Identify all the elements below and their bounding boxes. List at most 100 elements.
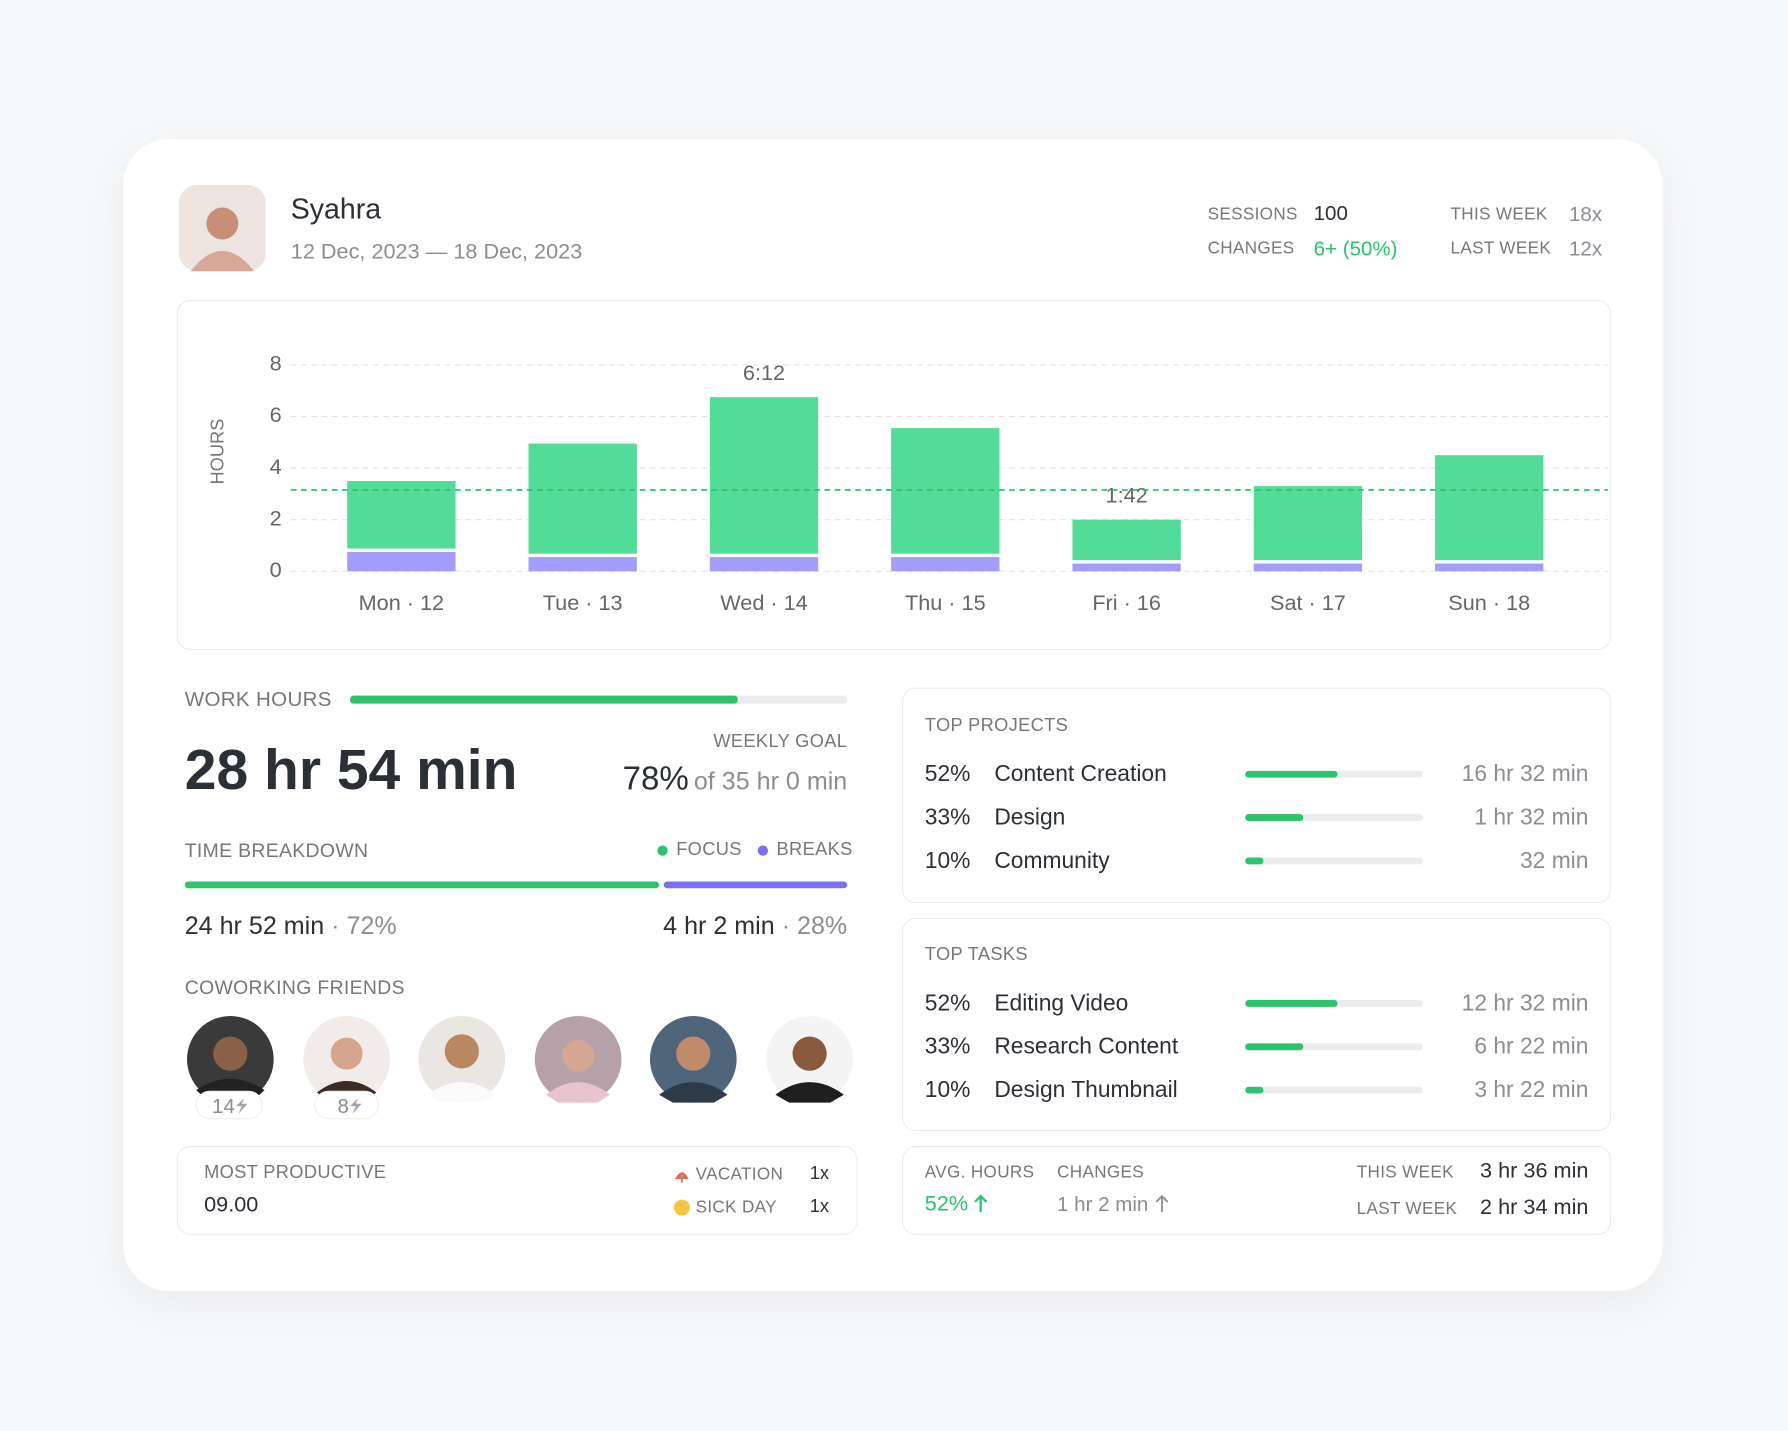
legend-dot	[657, 845, 668, 856]
profile-name: Syahra	[290, 193, 382, 226]
stat-label: LAST WEEK	[1450, 238, 1552, 259]
bar-label: 6:12	[743, 360, 785, 385]
goal-percent: 78%	[622, 761, 689, 798]
legend-label: BREAKS	[776, 840, 853, 860]
bar-segment	[1072, 519, 1181, 561]
goal-label: WEEKLY GOAL	[713, 732, 848, 752]
item-percent: 10%	[924, 1077, 971, 1103]
productivity-box	[176, 1146, 858, 1235]
stat-label: CHANGES	[1207, 238, 1295, 259]
profile-avatar	[179, 184, 266, 272]
total-hours: 28 hr 54 min	[184, 737, 518, 802]
item-name: Research Content	[994, 1034, 1179, 1060]
item-percent: 52%	[924, 761, 971, 787]
bar-segment	[1435, 563, 1544, 572]
item-name: Editing Video	[994, 990, 1129, 1017]
item-time: 32 min	[1519, 848, 1589, 874]
breaks-percent: · 28%	[781, 911, 848, 940]
x-tick-label: Wed · 14	[720, 590, 807, 615]
y-tick-label: 2	[270, 505, 282, 530]
item-time: 1 hr 32 min	[1474, 805, 1589, 831]
tasks-box	[901, 917, 1612, 1132]
y-tick-label: 4	[270, 454, 282, 479]
breaks-summary: 4 hr 2 min · 28%	[663, 913, 847, 938]
focus-time: 24 hr 52 min	[184, 911, 325, 940]
item-bar	[1245, 1086, 1263, 1094]
status-value: 1x	[809, 1164, 829, 1184]
status-label: VACATION	[695, 1164, 784, 1185]
y-tick-label: 0	[270, 557, 282, 582]
changes-label: CHANGES	[1057, 1162, 1145, 1182]
x-tick-label: Tue · 13	[543, 590, 623, 615]
item-percent: 33%	[924, 805, 971, 831]
breaks-time: 4 hr 2 min	[663, 911, 775, 940]
x-tick-label: Mon · 12	[359, 590, 444, 615]
item-name: Content Creation	[994, 761, 1167, 787]
item-time: 16 hr 32 min	[1461, 761, 1589, 787]
breakdown-bar	[184, 881, 848, 889]
item-time: 12 hr 32 min	[1461, 990, 1589, 1017]
friend-badge: 14	[212, 1094, 235, 1118]
progress-track	[350, 695, 848, 704]
item-bar	[1245, 1043, 1304, 1051]
friend-badge: 8	[337, 1094, 349, 1118]
week-value: 2 hr 34 min	[1480, 1195, 1589, 1220]
stat-label: SESSIONS	[1207, 204, 1298, 225]
legend-label: FOCUS	[676, 840, 742, 860]
productive-value: 09.00	[204, 1193, 259, 1218]
list-title: TOP PROJECTS	[924, 716, 1069, 736]
item-time: 6 hr 22 min	[1474, 1034, 1589, 1060]
item-percent: 52%	[924, 990, 971, 1017]
status-label: SICK DAY	[695, 1197, 777, 1218]
x-tick-label: Fri · 16	[1092, 590, 1161, 615]
x-tick-label: Thu · 15	[905, 590, 986, 615]
bar-segment	[528, 443, 637, 554]
bar-segment	[1435, 455, 1544, 561]
item-percent: 33%	[924, 1034, 971, 1060]
productive-label: MOST PRODUCTIVE	[204, 1163, 387, 1183]
item-time: 3 hr 22 min	[1474, 1077, 1589, 1103]
avg-label: AVG. HOURS	[924, 1162, 1035, 1182]
week-value: 3 hr 36 min	[1480, 1159, 1589, 1184]
friend-avatars	[187, 1016, 853, 1120]
item-bar	[1245, 814, 1304, 822]
item-track	[1245, 1000, 1424, 1007]
averages-box	[901, 1146, 1612, 1235]
legend-dot	[757, 845, 768, 856]
week-label: LAST WEEK	[1356, 1199, 1458, 1219]
projects-box	[901, 687, 1612, 904]
week-label: THIS WEEK	[1356, 1162, 1454, 1182]
section-label: TIME BREAKDOWN	[184, 839, 369, 862]
item-track	[1245, 857, 1424, 865]
y-tick-label: 8	[270, 351, 282, 376]
bar-label: 1:42	[1106, 483, 1148, 508]
stat-value: 100	[1313, 201, 1348, 225]
y-tick-label: 6	[270, 402, 282, 427]
status-icons	[673, 1172, 690, 1216]
bar-segment	[1253, 563, 1363, 572]
item-name: Community	[994, 848, 1110, 874]
bar-segment	[891, 428, 1000, 554]
stat-label: THIS WEEK	[1450, 204, 1548, 225]
list-title: TOP TASKS	[924, 945, 1028, 965]
focus-segment	[184, 881, 660, 889]
focus-percent: · 72%	[331, 911, 397, 940]
item-bar	[1245, 857, 1263, 865]
breaks-segment	[664, 881, 848, 889]
changes-value: 1 hr 2 min	[1057, 1192, 1149, 1216]
bar-segment	[347, 480, 456, 549]
x-tick-label: Sat · 17	[1270, 590, 1346, 615]
date-range: 12 Dec, 2023 — 18 Dec, 2023	[290, 240, 583, 264]
item-percent: 10%	[924, 848, 971, 874]
item-track	[1245, 1086, 1424, 1094]
stat-value: 6+ (50%)	[1313, 237, 1398, 260]
bar-segment	[1253, 486, 1363, 561]
item-track	[1245, 770, 1424, 778]
up-arrow	[974, 1194, 988, 1213]
status-value: 1x	[809, 1197, 829, 1217]
bar-segment	[891, 557, 1000, 572]
stat-value: 12x	[1569, 237, 1603, 260]
bar-segment	[347, 551, 456, 572]
bar-segment	[709, 397, 819, 554]
